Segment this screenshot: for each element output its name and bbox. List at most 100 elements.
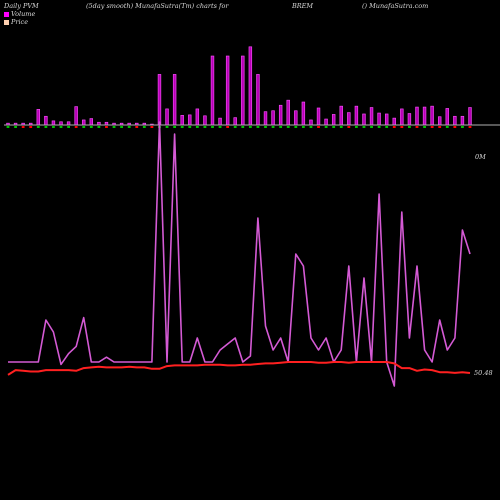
price-change-tick (6, 126, 10, 128)
price-change-tick (415, 126, 419, 128)
volume-bar (36, 109, 40, 126)
volume-bar (74, 106, 78, 126)
volume-bar (248, 46, 253, 126)
price-change-tick (385, 126, 389, 128)
volume-bar (172, 74, 177, 126)
price-change-tick (127, 126, 131, 128)
volume-bar (241, 55, 245, 126)
volume-bar (362, 113, 366, 126)
volume-bar (453, 115, 457, 126)
price-change-tick (324, 126, 328, 128)
price-change-tick (195, 126, 199, 128)
price-change-tick (180, 126, 184, 128)
volume-bar (422, 106, 427, 126)
volume-bar (294, 110, 298, 126)
price-change-tick (120, 126, 124, 128)
price-change-tick (241, 126, 245, 128)
volume-bar (188, 114, 192, 126)
volume-bar (347, 112, 351, 126)
price-change-tick (52, 126, 55, 128)
volume-bar (195, 108, 200, 126)
price-change-tick (264, 126, 267, 128)
price-change-tick (309, 126, 313, 128)
volume-bar (203, 115, 207, 126)
price-change-tick (218, 126, 222, 128)
price-change-tick (74, 126, 78, 128)
volume-bar (225, 55, 230, 126)
price-change-tick (203, 126, 207, 128)
price-change-tick (173, 126, 177, 128)
volume-bar (331, 114, 336, 126)
chart-lines (7, 121, 471, 387)
price-change-tick (59, 126, 63, 128)
price-change-tick (21, 126, 25, 128)
price-change-tick (392, 126, 396, 128)
volume-bar (165, 108, 169, 126)
volume-bar (89, 118, 94, 126)
price-change-tick (362, 126, 366, 128)
legend-volume: Volume (4, 10, 35, 18)
price-change-tick (317, 126, 320, 128)
price-change-tick (271, 126, 275, 128)
volume-bar (286, 99, 290, 126)
price-change-tick (354, 126, 358, 128)
price-change-tick (36, 126, 40, 128)
price-change-tick (14, 126, 17, 128)
price-change-tick (135, 126, 139, 128)
volume-bar (392, 117, 396, 126)
symbol-label: BREM (292, 2, 314, 10)
legend-price: Price (4, 18, 28, 26)
pvm-axis-label: 0M (475, 153, 486, 161)
price-change-tick (301, 126, 305, 128)
price-change-tick (226, 126, 230, 128)
price-change-tick (165, 126, 169, 128)
price-change-tick (256, 126, 260, 128)
price-swatch (4, 19, 9, 25)
price-change-tick (44, 126, 48, 128)
volume-bar (468, 107, 472, 126)
site-label: () MunafaSutra.com (362, 2, 429, 10)
volume-bar (256, 74, 260, 126)
price-change-tick (400, 126, 404, 128)
volume-bar (407, 113, 412, 126)
volume-bar (278, 104, 283, 126)
volume-bar (309, 119, 313, 126)
volume-bar (218, 117, 222, 126)
price-change-tick (408, 126, 411, 128)
price-change-tick (150, 126, 154, 128)
volume-bar (430, 105, 434, 126)
volume-bar (180, 115, 184, 126)
volume-bar (339, 105, 343, 126)
volume-bar (354, 105, 359, 126)
volume-bar (271, 110, 275, 126)
volume-bars (6, 46, 472, 126)
price-change-tick (29, 126, 33, 128)
price-line (7, 361, 471, 376)
volume-bar (460, 115, 465, 126)
price-change-tick (438, 126, 442, 128)
price-change-tick (248, 126, 252, 128)
price-change-tick (430, 126, 434, 128)
price-change-tick (347, 126, 351, 128)
price-change-tick (142, 126, 146, 128)
price-change-tick (67, 126, 70, 128)
price-change-tick (105, 126, 108, 128)
chart-source-label: (5day smooth) MunafaSutra(Tm) charts for (86, 2, 229, 10)
volume-bar (400, 108, 404, 126)
price-change-ticks (6, 126, 472, 128)
volume-swatch (4, 11, 9, 17)
legend-price-label: Price (11, 18, 29, 26)
volume-bar (316, 107, 321, 126)
price-change-tick (468, 126, 472, 128)
volume-bar (445, 108, 449, 126)
volume-bar (157, 74, 162, 126)
volume-bar (324, 118, 328, 126)
volume-bar (415, 106, 419, 126)
price-change-tick (332, 126, 336, 128)
volume-bar (51, 120, 56, 126)
volume-bar (438, 116, 442, 126)
price-change-tick (453, 126, 457, 128)
volume-bar (82, 119, 86, 126)
price-change-tick (461, 126, 464, 128)
